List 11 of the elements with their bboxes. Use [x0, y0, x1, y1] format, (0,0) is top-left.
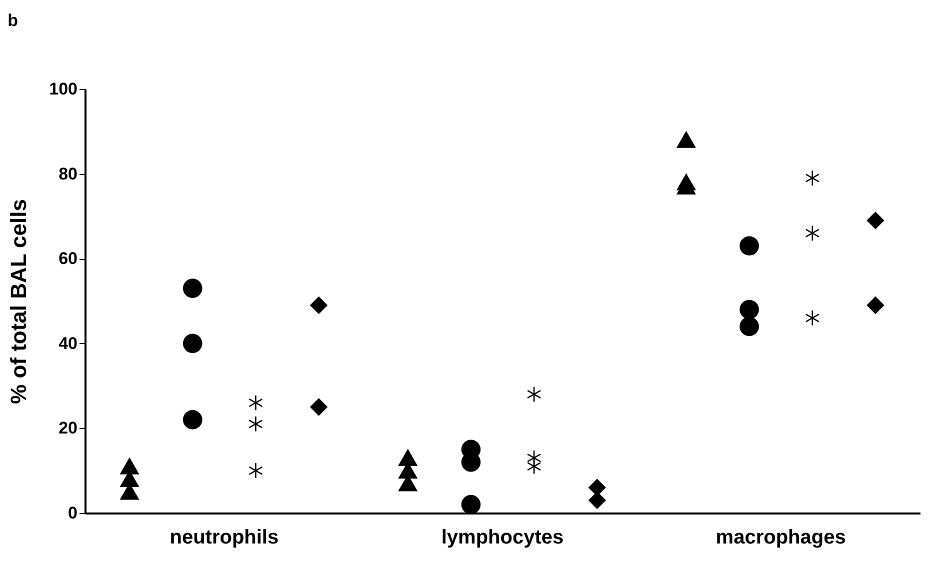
y-tick-label: 20	[58, 418, 78, 438]
x-tick-label: macrophages	[716, 526, 846, 548]
y-tick-label: 40	[58, 334, 78, 353]
y-axis-title: % of total BAL cells	[6, 199, 32, 404]
y-tick-label: 60	[58, 249, 78, 268]
y-tick-label: 0	[68, 504, 78, 522]
y-tick-label: 100	[49, 80, 78, 98]
x-tick-label: neutrophils	[170, 526, 279, 548]
y-tick-label: 80	[58, 164, 78, 184]
text: b	[8, 11, 18, 30]
x-tick-label: lymphocytes	[441, 526, 564, 548]
